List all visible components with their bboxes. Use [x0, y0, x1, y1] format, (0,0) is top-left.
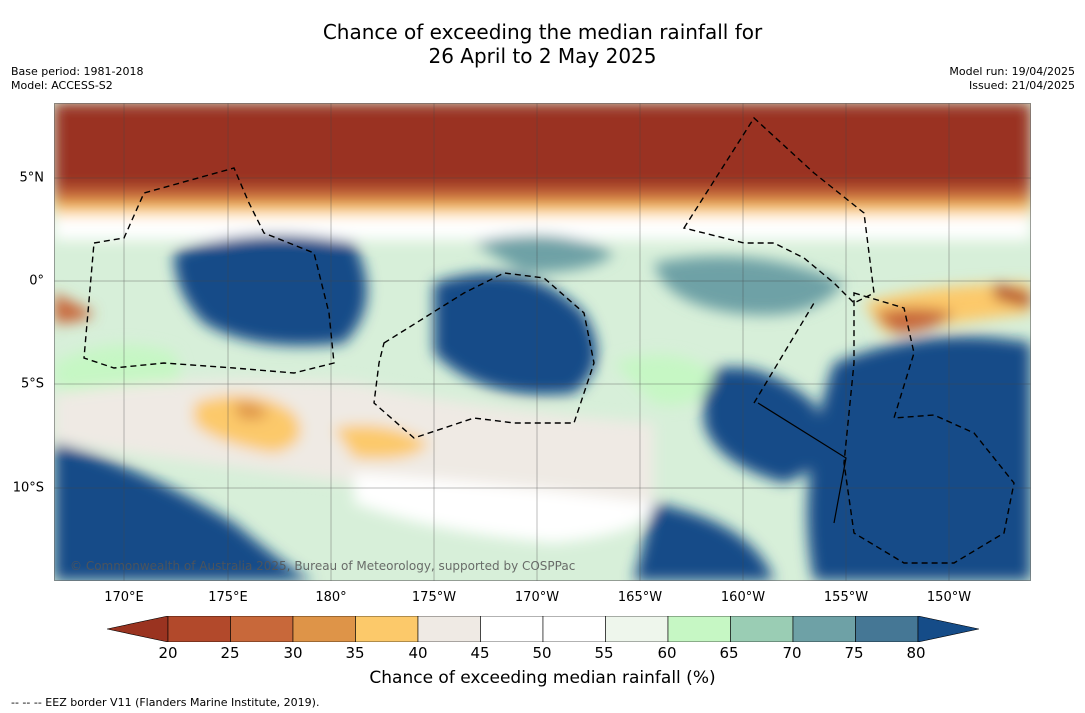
wet-area-southwest	[54, 443, 314, 581]
issued-date: Issued: 21/04/2025	[968, 79, 1075, 92]
dry-patch-south-1	[194, 395, 301, 453]
colorbar	[107, 616, 979, 642]
eez-footnote: -- -- -- EEZ border V11 (Flanders Marine…	[11, 696, 320, 709]
meta-right: Model run: 19/04/2025 Issued: 21/04/2025	[949, 65, 1075, 93]
dry-band-north	[54, 103, 1031, 203]
colorbar-segment	[730, 616, 794, 642]
colorbar-segment	[417, 616, 481, 642]
colorbar-segment	[855, 616, 919, 642]
lon-label-155w: 155°W	[823, 590, 869, 605]
lat-label-0: 0°	[29, 273, 44, 289]
map-title: Chance of exceeding the median rainfall …	[0, 20, 1085, 68]
colorbar-segment	[667, 616, 731, 642]
colorbar-label: Chance of exceeding median rainfall (%)	[369, 668, 716, 688]
land-outline	[757, 402, 847, 524]
base-period: Base period: 1981-2018	[11, 65, 144, 78]
lon-label-165w: 165°W	[617, 590, 663, 605]
copyright-notice: © Commonwealth of Australia 2025, Bureau…	[70, 559, 576, 573]
colorbar-extend-high	[917, 616, 979, 642]
cb-tick-80: 80	[906, 644, 926, 662]
lon-label-180: 180°	[315, 590, 347, 605]
lat-label-5s: 5°S	[20, 376, 44, 392]
lat-label-5n: 5°N	[19, 170, 45, 186]
colorbar-extend-low	[107, 616, 169, 642]
grid-lines	[54, 103, 1031, 581]
colorbar-segment	[355, 616, 419, 642]
cb-tick-20: 20	[158, 644, 178, 662]
map-frame	[54, 103, 1031, 581]
cb-tick-30: 30	[283, 644, 303, 662]
rainfall-map	[54, 103, 1031, 581]
colorbar-segment	[792, 616, 856, 642]
eez-borders	[83, 116, 1015, 564]
meta-left: Base period: 1981-2018 Model: ACCESS-S2	[11, 65, 143, 93]
model-name: Model: ACCESS-S2	[11, 79, 113, 92]
colorbar-segment	[292, 616, 356, 642]
lon-label-170e: 170°E	[104, 590, 144, 605]
lon-label-150w: 150°W	[926, 590, 972, 605]
lon-label-160w: 160°W	[720, 590, 766, 605]
cb-tick-40: 40	[408, 644, 428, 662]
model-run: Model run: 19/04/2025	[949, 65, 1075, 78]
lat-label-10s: 10°S	[12, 480, 44, 496]
lon-label-175w: 175°W	[411, 590, 457, 605]
colorbar-segment	[167, 616, 231, 642]
cb-tick-35: 35	[345, 644, 365, 662]
cb-tick-75: 75	[844, 644, 864, 662]
dry-patch-south-2	[334, 425, 429, 459]
wet-area-east	[807, 336, 1031, 581]
cb-tick-45: 45	[470, 644, 490, 662]
title-line-2: 26 April to 2 May 2025	[428, 44, 657, 68]
title-line-1: Chance of exceeding the median rainfall …	[322, 20, 763, 44]
colorbar-segment	[542, 616, 606, 642]
cb-tick-60: 60	[657, 644, 677, 662]
lon-label-170w: 170°W	[514, 590, 560, 605]
cb-tick-55: 55	[594, 644, 614, 662]
colorbar-segment	[605, 616, 669, 642]
wet-area-central	[434, 273, 597, 395]
colorbar-segment	[230, 616, 294, 642]
lon-label-175e: 175°E	[208, 590, 248, 605]
cb-tick-70: 70	[782, 644, 802, 662]
cb-tick-50: 50	[532, 644, 552, 662]
colorbar-segment	[480, 616, 544, 642]
wet-area-west	[174, 235, 367, 346]
cb-tick-25: 25	[220, 644, 240, 662]
cb-tick-65: 65	[719, 644, 739, 662]
